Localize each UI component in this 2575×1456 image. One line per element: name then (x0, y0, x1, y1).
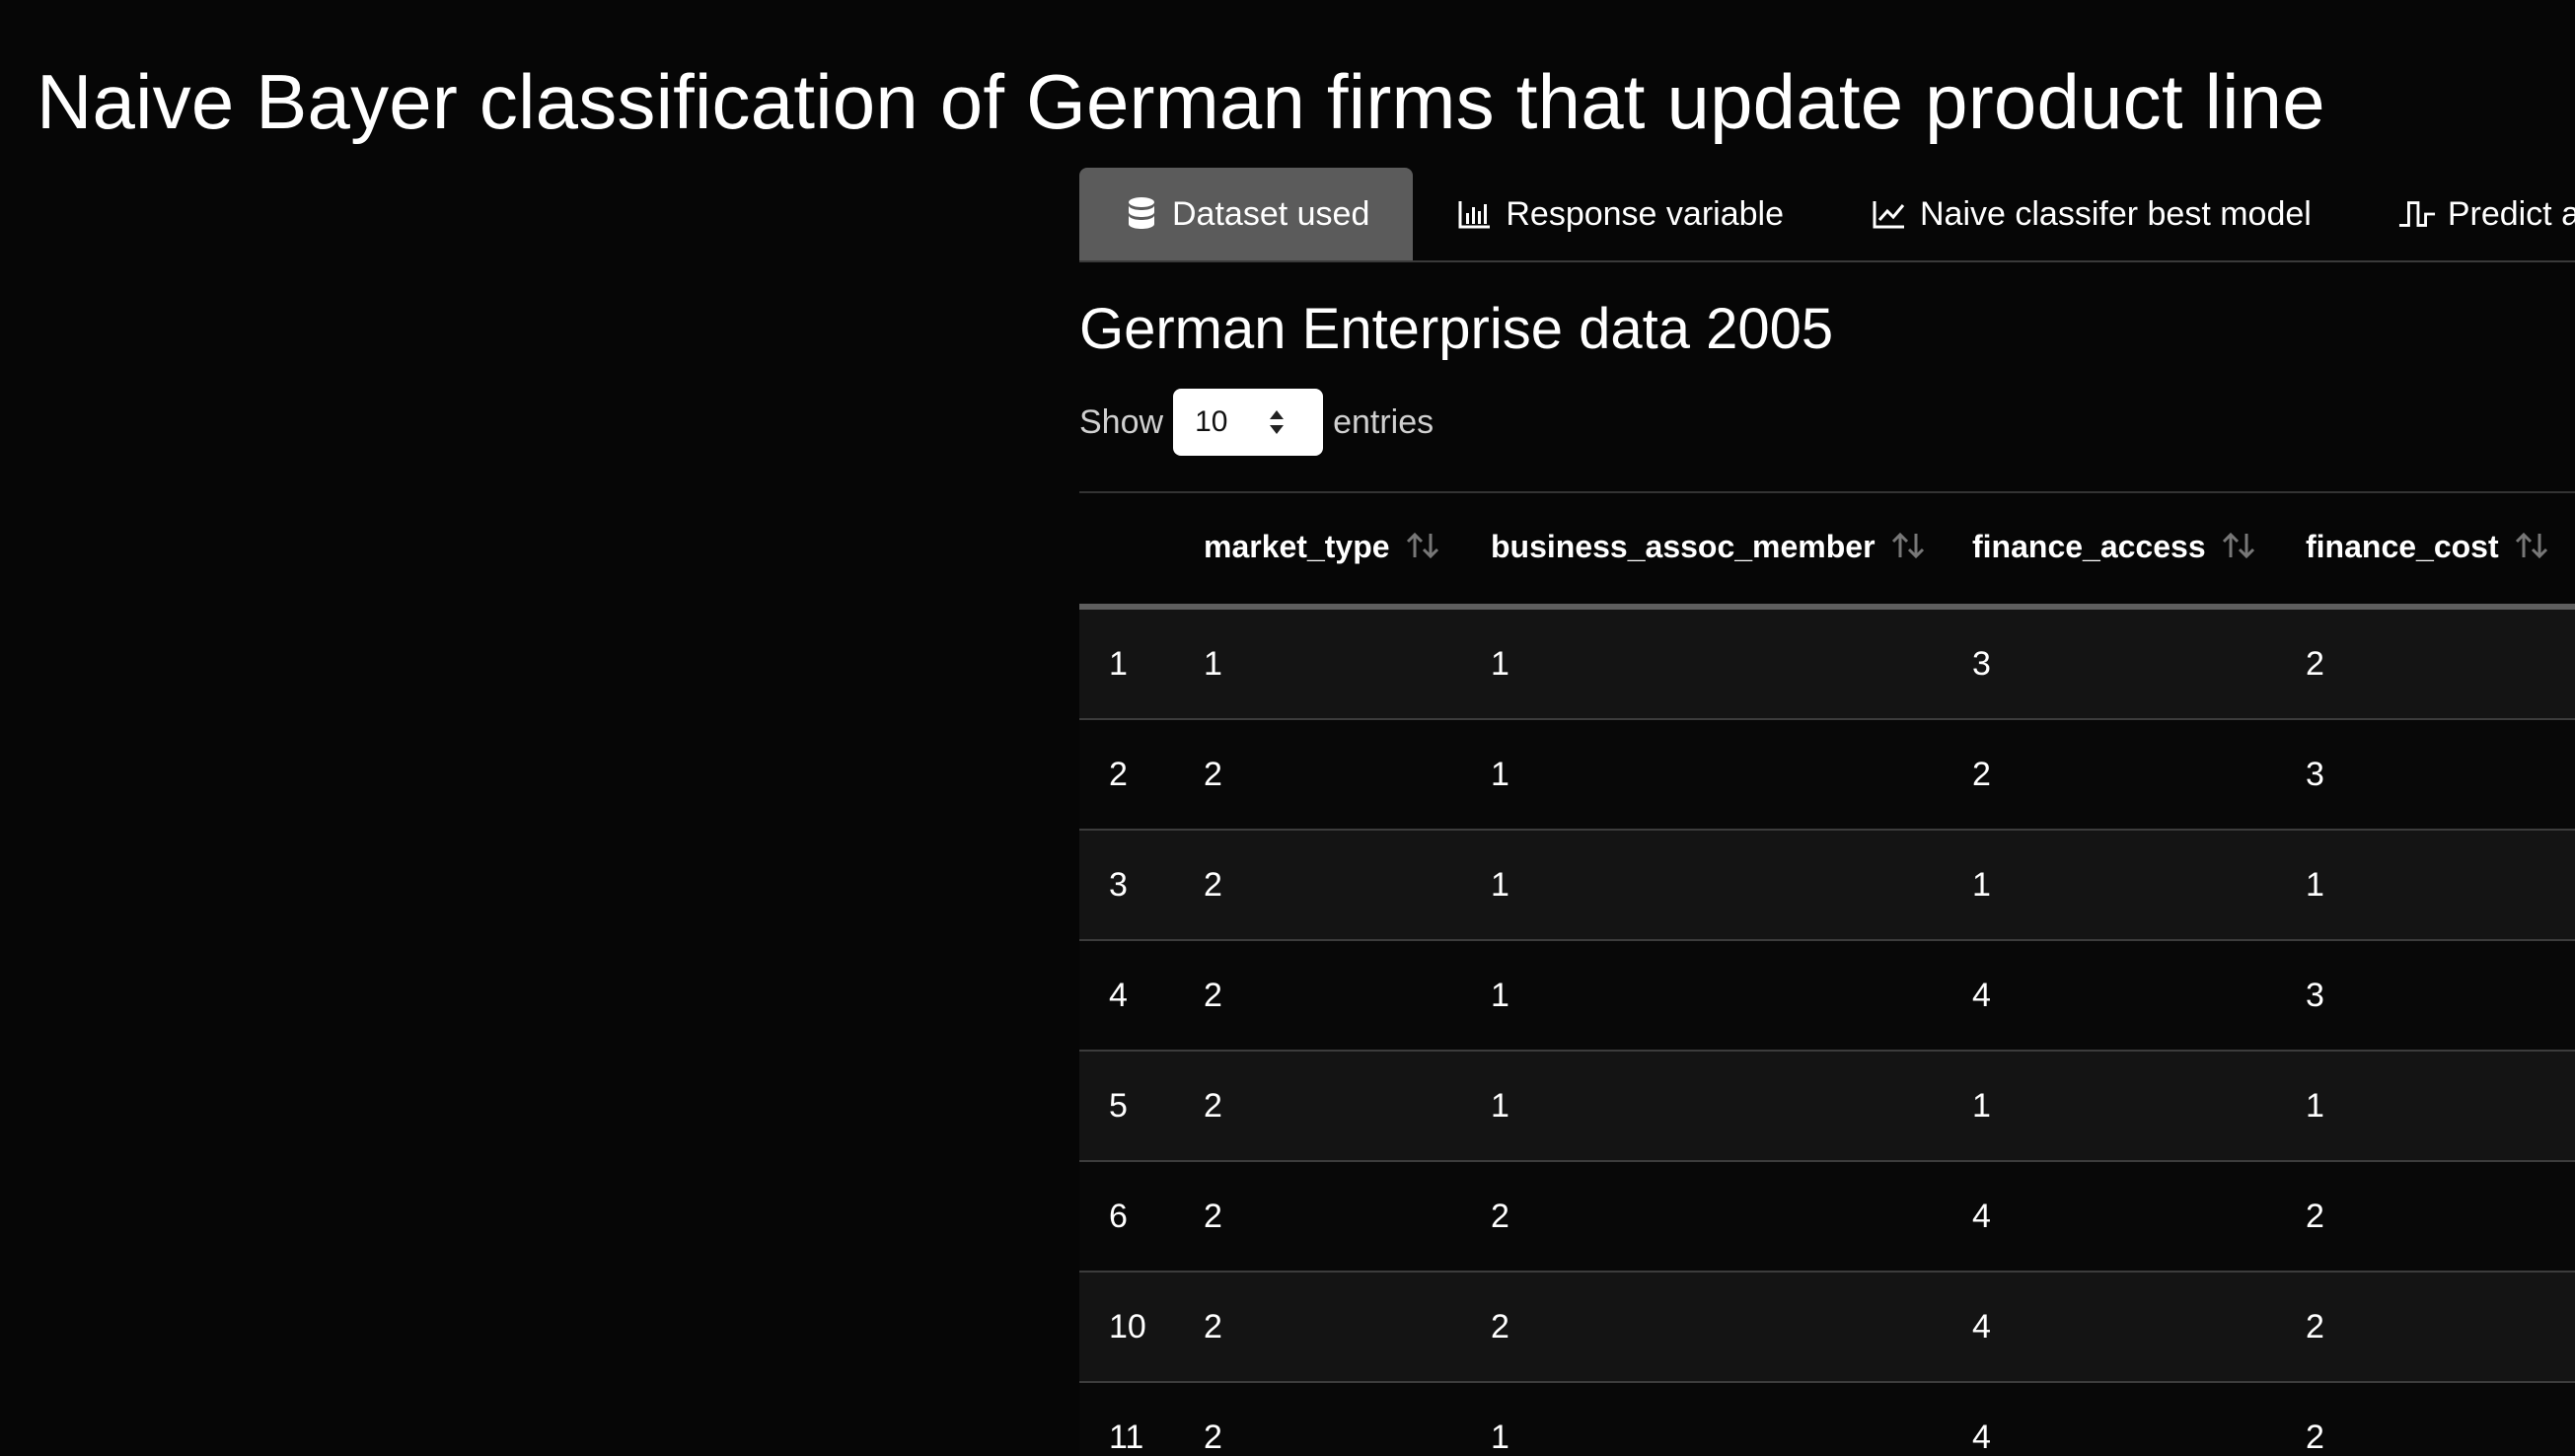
entries-length-control: Show 10 entries (1079, 389, 1434, 456)
tab-bar: Dataset used Response variable (1079, 168, 2575, 262)
row-index-cell: 2 (1079, 719, 1204, 831)
sort-icon (2513, 531, 2550, 568)
table-cell: 1 (1491, 1382, 1972, 1456)
table-cell: 4 (1972, 1272, 2306, 1383)
table-cell: 3 (1972, 607, 2306, 720)
table-cell: 2 (1972, 719, 2306, 831)
tab-label: Predict ac (2447, 194, 2575, 233)
data-table: market_type business_assoc_member financ… (1079, 491, 2575, 1456)
table-cell: 2 (1204, 719, 1491, 831)
main-content: Dataset used Response variable (1079, 168, 2575, 1456)
row-index-cell: 4 (1079, 940, 1204, 1052)
column-header-label: business_assoc_member (1491, 529, 1876, 565)
column-header-index (1079, 491, 1204, 610)
row-index-cell: 6 (1079, 1161, 1204, 1273)
row-index-cell: 3 (1079, 830, 1204, 941)
table-cell: 2 (1204, 1161, 1491, 1273)
tab-predict[interactable]: Predict ac (2355, 168, 2575, 260)
table-cell: 2 (2306, 1161, 2575, 1273)
tab-label: Response variable (1506, 194, 1784, 233)
row-index-cell: 10 (1079, 1272, 1204, 1383)
column-header-business-assoc-member[interactable]: business_assoc_member (1491, 491, 1972, 610)
sort-icon (1404, 531, 1441, 568)
table-cell: 1 (1491, 830, 1972, 941)
table-cell: 3 (2306, 940, 2575, 1052)
section-title: German Enterprise data 2005 (1079, 297, 1834, 361)
column-header-finance-access[interactable]: finance_access (1972, 491, 2306, 610)
table-cell: 2 (1491, 1272, 1972, 1383)
table-cell: 1 (2306, 1051, 2575, 1162)
bar-chart-icon (1456, 195, 1494, 233)
tab-naive-classifier-best-model[interactable]: Naive classifer best model (1827, 168, 2355, 260)
tab-dataset-used[interactable]: Dataset used (1079, 168, 1414, 260)
table-cell: 1 (1972, 830, 2306, 941)
database-icon (1123, 195, 1160, 233)
table-cell: 3 (2306, 719, 2575, 831)
line-chart-icon (1871, 195, 1908, 233)
table-body: 1 1 1 3 2 2 2 1 2 3 3 2 1 1 1 4 2 1 4 3 5 2 1 1 1 6 2 2 4 2 10 2 2 4 2 11 2 1… (1079, 607, 2575, 1456)
length-suffix: entries (1333, 402, 1435, 441)
length-prefix: Show (1079, 402, 1164, 441)
table-cell: 2 (1491, 1161, 1972, 1273)
table-cell: 4 (1972, 1161, 2306, 1273)
sort-icon (2220, 531, 2257, 568)
table-cell: 1 (1204, 607, 1491, 720)
table-cell: 2 (1204, 1272, 1491, 1383)
tab-label: Dataset used (1172, 194, 1370, 233)
column-header-market-type[interactable]: market_type (1204, 491, 1491, 610)
table-cell: 2 (2306, 607, 2575, 720)
table-cell: 2 (1204, 940, 1491, 1052)
table-row[interactable]: 11 2 1 4 2 (1079, 1382, 2575, 1456)
page-title: Naive Bayer classification of German fir… (37, 58, 2325, 145)
entries-select-value: 10 (1195, 405, 1228, 438)
table-cell: 2 (1204, 830, 1491, 941)
column-header-label: finance_cost (2306, 529, 2499, 565)
table-cell: 1 (1491, 1051, 1972, 1162)
wave-square-icon (2398, 195, 2436, 233)
sort-updown-icon (1270, 410, 1285, 434)
table-row[interactable]: 10 2 2 4 2 (1079, 1272, 2575, 1383)
table-cell: 1 (1491, 940, 1972, 1052)
table-cell: 2 (1204, 1051, 1491, 1162)
table-cell: 4 (1972, 1382, 2306, 1456)
column-header-label: finance_access (1972, 529, 2206, 565)
row-index-cell: 1 (1079, 607, 1204, 720)
row-index-cell: 5 (1079, 1051, 1204, 1162)
table-cell: 4 (1972, 940, 2306, 1052)
column-header-label: market_type (1204, 529, 1390, 565)
entries-select[interactable]: 10 (1173, 389, 1324, 456)
table-cell: 2 (1204, 1382, 1491, 1456)
table-cell: 1 (1491, 719, 1972, 831)
table-cell: 1 (2306, 830, 2575, 941)
table-header-row: market_type business_assoc_member financ… (1079, 491, 2575, 610)
table-cell: 1 (1972, 1051, 2306, 1162)
column-header-finance-cost[interactable]: finance_cost (2306, 491, 2575, 610)
row-index-cell: 11 (1079, 1382, 1204, 1456)
sort-icon (1889, 531, 1927, 568)
tab-label: Naive classifer best model (1919, 194, 2312, 233)
table-cell: 2 (2306, 1382, 2575, 1456)
table-cell: 2 (2306, 1272, 2575, 1383)
tab-response-variable[interactable]: Response variable (1413, 168, 1827, 260)
table-cell: 1 (1491, 607, 1972, 720)
